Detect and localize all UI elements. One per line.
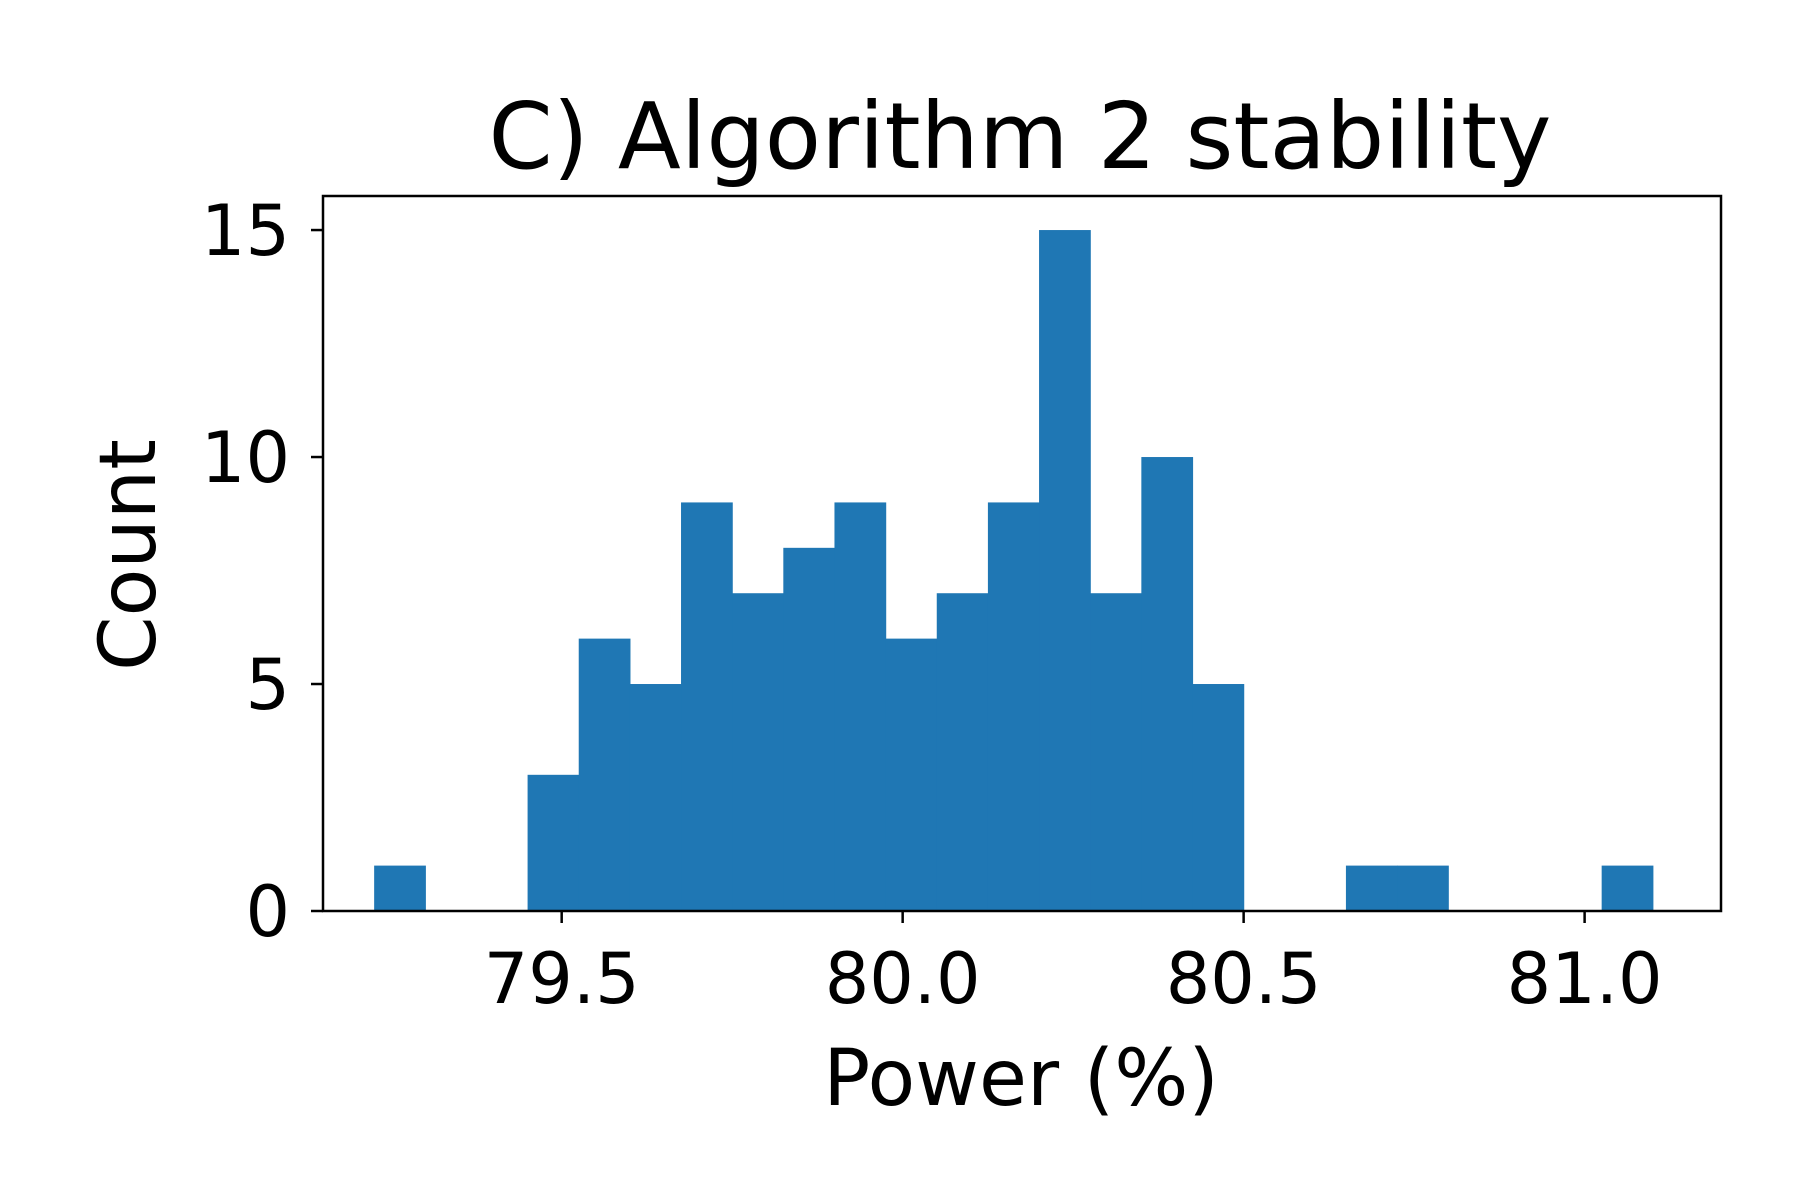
plot-frame [321, 194, 1723, 913]
histogram-bar [1141, 457, 1194, 911]
y-tick-label: 10 [201, 417, 290, 499]
x-axis-label: Power (%) [823, 1034, 1219, 1124]
histogram-bar [1090, 593, 1142, 911]
x-axis-ticks: 79.5 80.0 80.5 81.0 [484, 911, 1663, 1020]
histogram-bar [681, 502, 733, 911]
histogram-bar [1601, 865, 1654, 911]
x-tick-label: 80.5 [1166, 938, 1322, 1020]
histogram-bar [936, 593, 989, 911]
x-tick-label: 79.5 [484, 938, 640, 1020]
y-tick-label: 0 [245, 871, 290, 953]
histogram-bar [885, 638, 938, 911]
histogram-bar [578, 638, 631, 911]
x-tick-label: 81.0 [1507, 938, 1663, 1020]
y-axis-label: Count [84, 439, 174, 671]
histogram-bar [374, 865, 426, 911]
histogram-bar [987, 502, 1040, 911]
histogram-bar [1345, 865, 1398, 911]
histogram-bar [783, 547, 836, 911]
histogram-bar [1192, 684, 1245, 911]
y-tick-label: 15 [201, 190, 290, 272]
y-tick-label: 5 [245, 644, 290, 726]
histogram-bar [834, 502, 887, 911]
chart-title: C) Algorithm 2 stability [489, 83, 1552, 190]
histogram-bars [374, 230, 1654, 912]
histogram-bar [1397, 865, 1449, 911]
histogram-bar [1039, 230, 1091, 912]
histogram-bar [629, 684, 682, 911]
histogram-bar [732, 593, 784, 911]
histogram-bar [527, 774, 580, 911]
x-tick-label: 80.0 [825, 938, 981, 1020]
y-axis-ticks: 0 5 10 15 [201, 190, 323, 953]
